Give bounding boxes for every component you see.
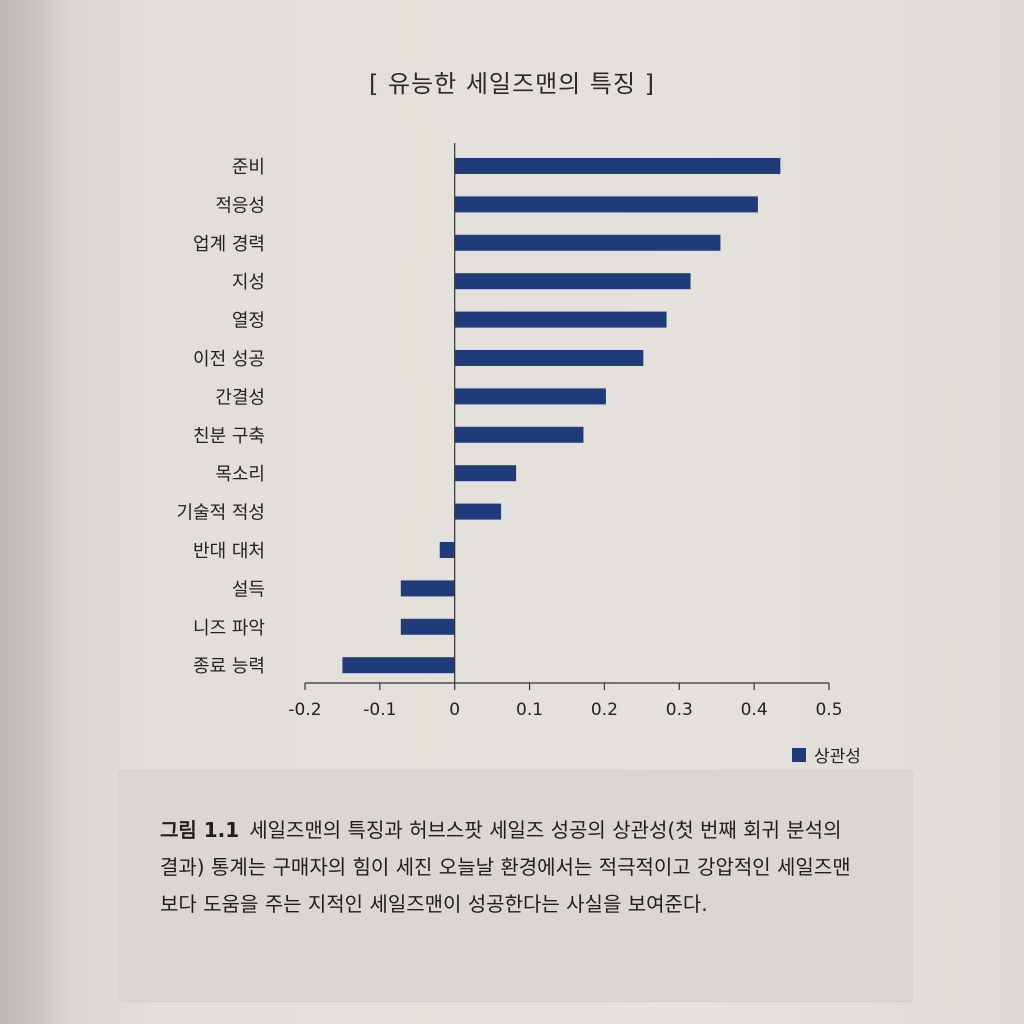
category-label: 니즈 파악 xyxy=(193,618,265,639)
bar xyxy=(454,234,721,251)
legend-label: 상관성 xyxy=(814,747,861,767)
category-label: 이전 성공 xyxy=(193,349,265,370)
bar xyxy=(439,542,455,558)
figure-caption: 그림 1.1 세일즈맨의 특징과 허브스팟 세일즈 성공의 상관성(첫 번째 회귀… xyxy=(160,812,860,923)
chart-legend: 상관성 xyxy=(792,742,861,767)
bar xyxy=(454,350,644,366)
legend-swatch xyxy=(792,747,806,762)
category-label: 설득 xyxy=(232,579,265,600)
x-tick-label: 0.1 xyxy=(516,700,543,720)
category-label: 목소리 xyxy=(215,464,265,485)
x-tick-label: 0.5 xyxy=(815,700,842,720)
bar xyxy=(454,273,691,290)
category-label: 적응성 xyxy=(215,195,265,216)
bar xyxy=(342,657,455,674)
category-label: 종료 능력 xyxy=(193,656,265,677)
bar xyxy=(454,311,667,328)
bar xyxy=(454,388,606,405)
caption-text: 세일즈맨의 특징과 허브스팟 세일즈 성공의 상관성(첫 번째 회귀 분석의 결… xyxy=(160,818,851,916)
x-tick-label: 0.3 xyxy=(666,700,693,720)
category-label: 지성 xyxy=(232,272,265,293)
x-tick-label: 0 xyxy=(449,700,460,720)
bar xyxy=(454,196,758,213)
bar xyxy=(454,465,517,482)
category-label: 열정 xyxy=(232,311,265,332)
category-label: 친분 구축 xyxy=(193,426,265,447)
x-tick-label: -0.2 xyxy=(288,700,321,720)
x-tick-label: 0.4 xyxy=(741,700,768,720)
bar xyxy=(454,158,781,174)
bar xyxy=(454,503,502,520)
category-label: 업계 경력 xyxy=(193,234,265,255)
category-label: 기술적 적성 xyxy=(176,503,265,524)
category-label: 간결성 xyxy=(215,387,265,408)
page-gutter-shadow xyxy=(0,0,70,1024)
bar xyxy=(454,426,584,443)
category-label: 준비 xyxy=(232,157,265,178)
bar xyxy=(400,618,455,635)
chart-title: [ 유능한 세일즈맨의 특징 ] xyxy=(368,70,656,98)
x-tick-label: -0.1 xyxy=(363,700,396,720)
category-label: 반대 대처 xyxy=(193,541,265,562)
caption-box xyxy=(118,770,913,1002)
x-tick-label: 0.2 xyxy=(591,700,618,720)
caption-label: 그림 1.1 xyxy=(160,818,240,842)
bar xyxy=(400,580,455,597)
